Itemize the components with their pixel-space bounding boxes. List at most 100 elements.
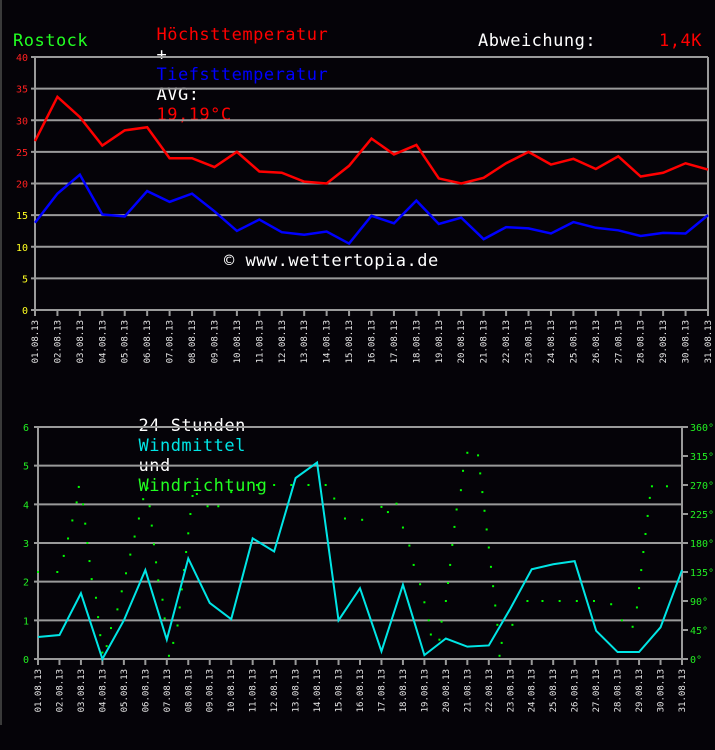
x-tick-label: 03.08.13	[76, 320, 86, 363]
wind-direction-dot	[481, 491, 484, 494]
x-tick-label: 13.08.13	[292, 669, 302, 712]
x-tick-label: 28.08.13	[637, 320, 647, 363]
wind-direction-dot	[120, 590, 123, 593]
wind-direction-dot	[148, 505, 151, 508]
wind-direction-dot	[386, 511, 389, 514]
wind-direction-dot	[485, 528, 488, 531]
wind-direction-dot	[648, 496, 651, 499]
x-tick-label: 07.08.13	[163, 669, 173, 712]
wind-direction-dot	[459, 489, 462, 492]
wind-direction-dot	[511, 623, 514, 626]
wind-direction-dot	[408, 544, 411, 547]
x-tick-label: 01.08.13	[34, 669, 44, 712]
wind-direction-dot	[500, 641, 503, 644]
x-tick-label: 12.08.13	[270, 669, 280, 712]
wind-direction-dot	[489, 565, 492, 568]
x-tick-label: 11.08.13	[249, 669, 259, 712]
x-tick-label: 06.08.13	[141, 669, 151, 712]
wind-direction-dot	[180, 588, 183, 591]
x-tick-label: 20.08.13	[442, 669, 452, 712]
wind-direction-dot	[324, 484, 327, 486]
wind-direction-dot	[455, 508, 458, 511]
x-tick-label: 12.08.13	[278, 320, 288, 363]
wind-direction-dot	[638, 587, 641, 590]
title-plus: +	[156, 45, 168, 65]
deviation-value: 1,4K	[659, 31, 702, 51]
x-tick-label: 27.08.13	[614, 320, 624, 363]
wind-direction-dot	[444, 600, 447, 602]
wind-direction-dot	[217, 505, 220, 508]
wind-direction-dot	[125, 572, 128, 575]
x-tick-label: 01.08.13	[31, 320, 41, 363]
x-tick-label: 05.08.13	[120, 669, 130, 712]
wind-direction-dot	[137, 517, 140, 520]
x-tick-label: 13.08.13	[300, 320, 310, 363]
wind-direction-dot	[37, 571, 39, 573]
right-tick-label: 90°	[690, 597, 708, 608]
chart-title: Höchsttemperatur + Tiefsttemperatur AVG:…	[135, 5, 328, 125]
wind-direction-dot	[451, 543, 454, 546]
x-tick-label: 25.08.13	[569, 320, 579, 363]
wind-direction-dot	[483, 509, 486, 512]
right-tick-label: 135°	[690, 568, 714, 579]
wind-direction-dot	[640, 569, 643, 572]
x-tick-label: 02.08.13	[53, 320, 63, 363]
wind-direction-dot	[167, 654, 170, 657]
wind-direction-dot	[157, 579, 160, 582]
x-tick-label: 04.08.13	[98, 669, 108, 712]
wind-direction-dot	[620, 619, 623, 622]
wind-direction-dot	[71, 519, 74, 522]
x-tick-label: 26.08.13	[592, 320, 602, 363]
wind-direction-dot	[635, 606, 638, 609]
x-tick-label: 19.08.13	[420, 669, 430, 712]
x-tick-label: 24.08.13	[547, 320, 557, 363]
wind-direction-dot	[189, 513, 192, 515]
wind-direction-dot	[650, 485, 653, 488]
title-min-temp: Tiefsttemperatur	[156, 65, 329, 85]
wind-direction-dot	[429, 633, 432, 636]
x-tick-label: 23.08.13	[525, 320, 535, 363]
wind-direction-dot	[109, 627, 112, 630]
wind-direction-dot	[631, 625, 634, 628]
left-frame-border	[0, 0, 2, 725]
wind-direction-dot	[129, 553, 132, 556]
right-tick-label: 45°	[690, 626, 708, 637]
wind-direction-dot	[477, 454, 480, 457]
y-tick-label: 10	[16, 243, 28, 254]
right-tick-label: 270°	[690, 481, 714, 492]
y-tick-label: 6	[23, 423, 29, 434]
x-tick-label: 08.08.13	[184, 669, 194, 712]
wind-direction-dot	[206, 505, 209, 508]
wind-direction-dot	[176, 624, 179, 627]
wind-direction-dot	[90, 578, 93, 581]
wind-direction-dot	[142, 498, 145, 501]
wind-direction-dot	[187, 532, 190, 535]
wind-direction-dot	[75, 501, 78, 504]
wind-direction-dot	[195, 493, 198, 496]
wind-direction-dot	[77, 485, 80, 488]
wind-direction-dot	[665, 485, 668, 488]
x-tick-label: 03.08.13	[77, 669, 87, 712]
x-tick-label: 17.08.13	[390, 320, 400, 363]
wind-direction-dot	[541, 600, 544, 602]
wind-direction-dot	[427, 619, 430, 622]
x-tick-label: 06.08.13	[143, 320, 153, 363]
y-tick-label: 1	[23, 616, 29, 627]
x-tick-label: 18.08.13	[399, 669, 409, 712]
x-tick-label: 10.08.13	[227, 669, 237, 712]
temperature-chart: 0 5 10 15 20 25 30 35 40 01.08.13 02.08.13 03.08.13…	[16, 53, 714, 363]
wind-direction-dot	[86, 542, 89, 544]
x-tick-label: 27.08.13	[592, 669, 602, 712]
wind-direction-dot	[67, 537, 70, 540]
wind-direction-dot	[462, 469, 465, 472]
y-tick-label: 0	[22, 306, 28, 317]
wind-direction-dot	[492, 585, 495, 588]
x-tick-label: 23.08.13	[506, 669, 516, 712]
location-name: Rostock	[13, 31, 89, 51]
wind-direction-dot	[116, 608, 119, 611]
y-tick-label: 15	[16, 211, 28, 222]
wind-direction-dot	[307, 484, 310, 486]
y-tick-label: 5	[23, 462, 29, 473]
wind-direction-dot	[440, 620, 443, 623]
wind-direction-dot	[161, 598, 164, 601]
